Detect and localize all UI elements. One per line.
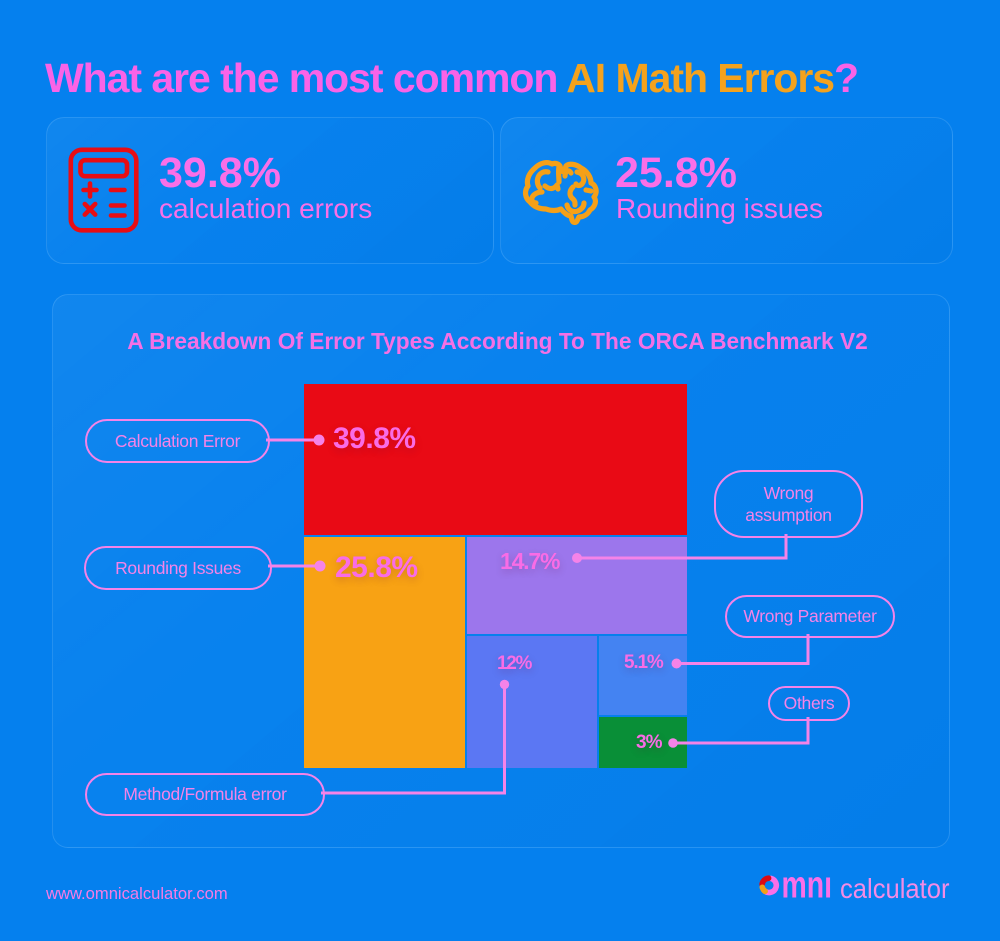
- svg-text:mnı: mnı: [782, 868, 833, 907]
- svg-text:calculator: calculator: [840, 873, 950, 904]
